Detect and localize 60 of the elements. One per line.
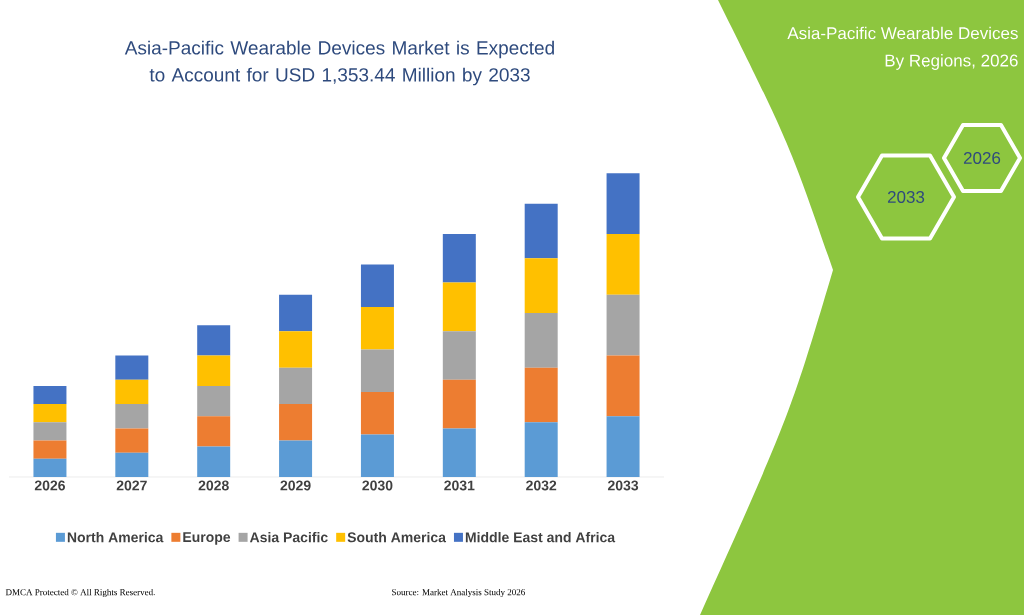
bar (442, 379, 476, 429)
legend-label: South America (347, 532, 447, 543)
source-note: Source: Market Analysis Study 2026 (392, 588, 525, 598)
bar (33, 404, 67, 423)
chart-title: Asia-Pacific Wearable Devices Market is Expected to Account for USD 1,353.44 Million by 2033 (124, 40, 554, 86)
bar (115, 428, 149, 453)
bar (606, 173, 640, 235)
bar (524, 203, 558, 259)
bar (606, 294, 640, 356)
x-tick-label: 2033 (607, 480, 639, 491)
bar (115, 452, 149, 477)
bar (279, 331, 313, 368)
bar (197, 325, 231, 356)
bar (115, 379, 149, 405)
legend-label: Europe (183, 532, 231, 545)
bar (524, 422, 558, 477)
bar (279, 440, 313, 477)
bar (33, 440, 67, 459)
bar (442, 428, 476, 477)
x-tick-label: 2030 (362, 480, 393, 491)
text: Asia-Pacific Wearable Devices (787, 26, 1018, 40)
bar (197, 446, 231, 477)
bar (279, 367, 313, 405)
legend-label: Asia Pacific (249, 532, 328, 543)
legend-label: North America (67, 532, 164, 543)
text: DMCA Protected © All Rights Reserved. (5, 588, 155, 598)
bar (524, 312, 558, 368)
x-tick-label: 2029 (280, 480, 311, 491)
x-tick-label: 2032 (526, 480, 557, 491)
bar (360, 306, 394, 350)
bar (279, 294, 313, 332)
text: 2033 (887, 190, 925, 204)
bar (442, 234, 476, 283)
bar (524, 258, 558, 313)
text: By Regions, 2026 (885, 54, 1018, 70)
text: 2026 (963, 151, 1001, 165)
bar (197, 355, 231, 386)
legend-label: Middle East and Africa (465, 532, 616, 543)
bar (442, 331, 476, 380)
bar (606, 234, 640, 295)
bar (606, 355, 640, 417)
x-tick-label: 2026 (34, 480, 66, 491)
bar (33, 422, 67, 441)
x-tick-label: 2031 (444, 480, 475, 491)
bar (360, 391, 394, 435)
bar (524, 367, 558, 423)
bar (360, 264, 394, 307)
bar (360, 349, 394, 392)
bar (360, 434, 394, 477)
bar (279, 404, 313, 441)
bar (33, 385, 67, 405)
bar (197, 385, 231, 417)
bar (115, 404, 149, 429)
bar (442, 282, 476, 332)
x-tick-label: 2028 (198, 480, 229, 491)
x-tick-label: 2027 (116, 480, 147, 491)
bar (33, 458, 67, 477)
bar (606, 416, 640, 477)
bar (115, 355, 149, 380)
bar (197, 416, 231, 447)
